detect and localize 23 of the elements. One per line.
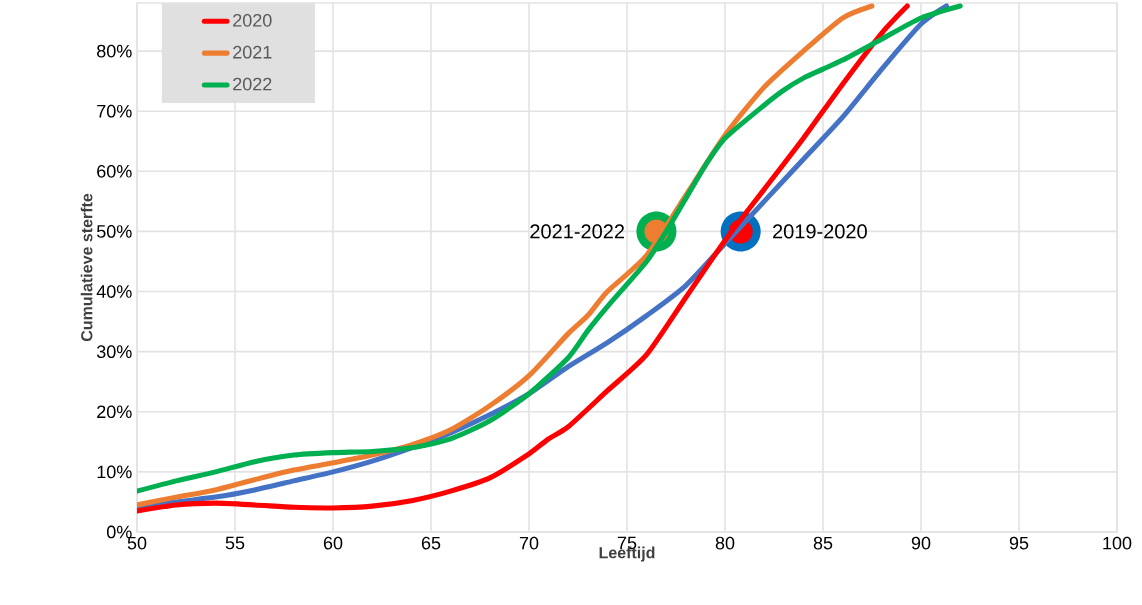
legend-label: 2022 — [233, 77, 272, 91]
y-tick-label: 80% — [97, 44, 132, 58]
x-tick-label: 100 — [1103, 536, 1132, 550]
x-tick-label: 80 — [715, 536, 735, 550]
y-tick-label: 10% — [97, 465, 132, 479]
x-tick-label: 55 — [225, 536, 245, 550]
x-tick-label: 85 — [813, 536, 833, 550]
annotation: 2019-2020 — [773, 224, 867, 239]
annotation: 2021-2022 — [530, 224, 624, 239]
x-tick-label: 60 — [323, 536, 343, 550]
y-tick-label: 60% — [97, 164, 132, 178]
y-tick-label: 70% — [97, 104, 132, 118]
legend-label: 2021 — [233, 45, 272, 59]
y-tick-label: 20% — [97, 405, 132, 419]
x-tick-label: 65 — [421, 536, 441, 550]
y-tick-label: 30% — [96, 345, 132, 359]
x-tick-label: 95 — [1009, 536, 1029, 550]
y-tick-label: 50% — [96, 225, 132, 238]
x-tick-label: 70 — [519, 536, 539, 550]
x-tick-label: 90 — [911, 536, 931, 550]
y-axis-title: Cumulatieve sterfte — [80, 193, 93, 342]
legend-label: 2020 — [233, 13, 272, 27]
y-tick-label: 40% — [96, 285, 132, 298]
